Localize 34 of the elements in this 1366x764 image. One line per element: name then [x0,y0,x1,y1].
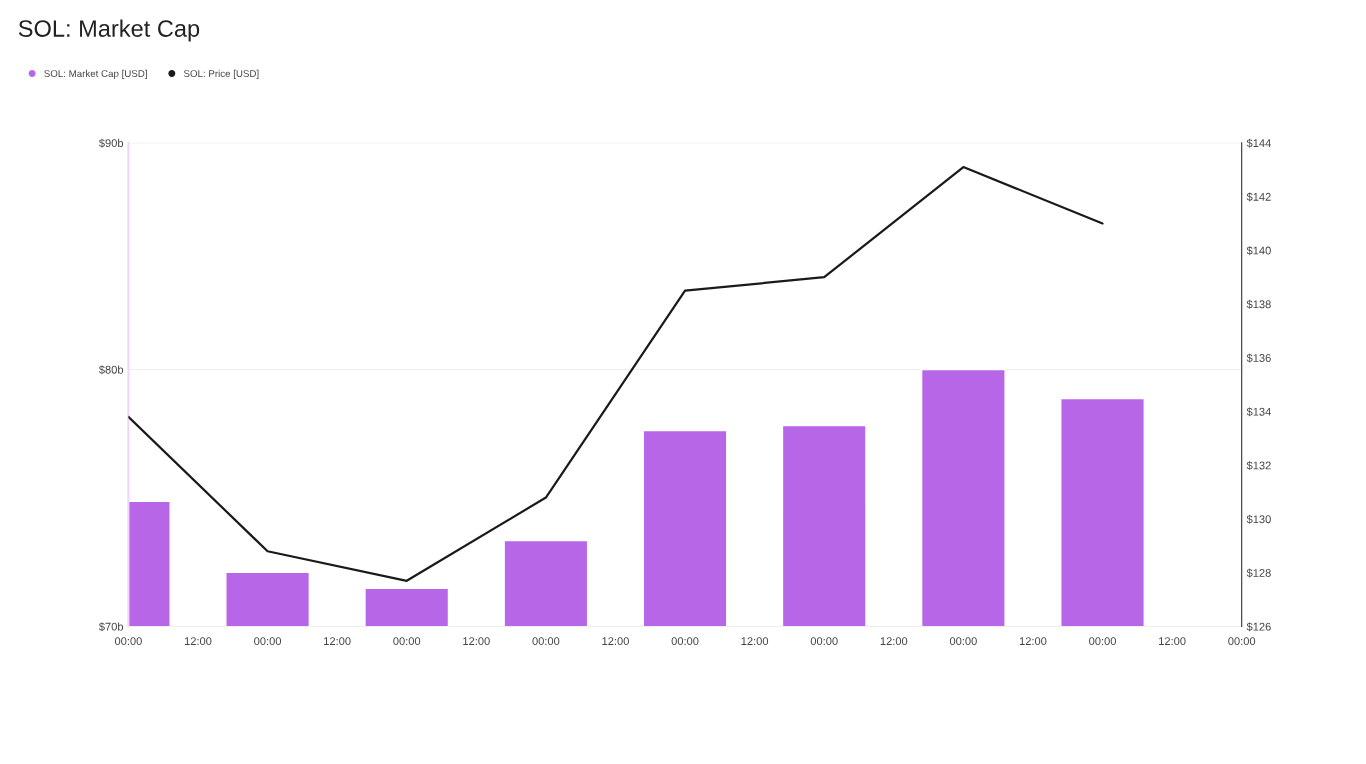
y2-tick-label: $134 [1246,407,1271,417]
line-series [128,165,1104,582]
x-tick-label: 12:00 [1019,637,1047,646]
legend-label: SOL: Market Cap [USD] [44,69,147,79]
y2-tick-label: $130 [1246,514,1271,524]
x-tick-label: 12:00 [324,637,351,646]
x-tick-label: 12:00 [602,637,629,646]
x-tick-label: 12:00 [880,637,908,646]
y-tick-label: $70b [98,622,124,632]
x-tick-label: 00:00 [532,637,560,646]
x-tick-label: 12:00 [463,637,490,646]
x-tick-label: 00:00 [949,637,977,646]
y2-tick-label: $132 [1246,461,1271,471]
x-tick-label: 00:00 [810,637,838,646]
x-tick-label: 00:00 [114,637,142,646]
x-tick-label: 00:00 [393,637,421,646]
chart-title: SOL: Market Cap [18,19,200,42]
x-tick-label: 00:00 [1089,637,1116,646]
y2-tick-label: $138 [1246,299,1271,309]
x-tick-label: 12:00 [184,637,212,646]
x-tick-label: 00:00 [671,637,699,646]
legend-label: SOL: Price [USD] [183,69,259,79]
x-tick-label: 12:00 [1159,637,1186,646]
y2-tick-label: $140 [1246,246,1271,256]
y2-tick-label: $126 [1246,622,1271,632]
x-tick-label: 00:00 [1228,637,1256,646]
y2-tick-label: $142 [1246,192,1271,202]
y2-tick-label: $128 [1246,568,1271,578]
x-tick-label: 12:00 [741,637,769,646]
y2-tick-label: $136 [1246,353,1271,363]
x-tick-label: 00:00 [254,637,282,646]
y-tick-label: $80b [98,365,124,375]
y2-tick-label: $144 [1246,138,1271,148]
y-tick-label: $90b [98,138,124,148]
